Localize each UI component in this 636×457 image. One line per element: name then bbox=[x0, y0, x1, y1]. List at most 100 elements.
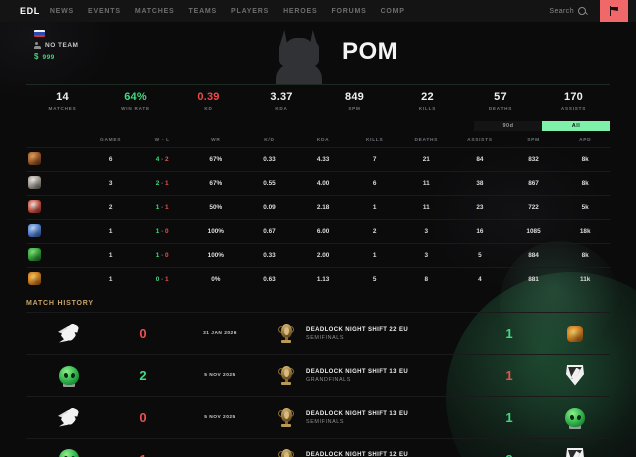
nav-link-news[interactable]: NEWS bbox=[49, 7, 75, 15]
cell-apd: 5k bbox=[560, 195, 610, 220]
player-team-row[interactable]: NO TEAM bbox=[34, 42, 78, 49]
stat-matches: 14 MATCHES bbox=[26, 91, 99, 111]
table-row[interactable]: 2 1 - 1 50% 0.09 2.18 1 11 23 722 5k bbox=[26, 195, 610, 220]
stat-kda-value: 3.37 bbox=[270, 91, 293, 103]
cell-deaths: 8 bbox=[399, 267, 454, 291]
cell-wl: 1 - 1 bbox=[135, 195, 189, 220]
left-score: 2 bbox=[139, 368, 147, 383]
cell-wr: 100% bbox=[189, 219, 243, 244]
match-date: 5 NOV 2025 bbox=[204, 415, 236, 420]
cell-games: 6 bbox=[85, 147, 136, 172]
cell-assists: 16 bbox=[453, 219, 507, 244]
match-event-info: DEADLOCK NIGHT SHIFT 13 EU GRANDFINALS bbox=[306, 369, 478, 383]
nav-link-heroes[interactable]: HEROES bbox=[283, 7, 318, 15]
left-team-logo bbox=[26, 406, 112, 430]
left-team-logo bbox=[26, 364, 112, 388]
russia-flag-icon bbox=[34, 30, 45, 37]
stat-kills-value: 22 bbox=[421, 91, 434, 103]
trophy-icon bbox=[277, 407, 294, 429]
trophy-icon-wrap bbox=[266, 448, 306, 457]
hero-cell bbox=[26, 147, 86, 172]
nav-link-matches[interactable]: MATCHES bbox=[134, 7, 175, 15]
cell-assists: 5 bbox=[453, 243, 507, 268]
match-history-title: MATCH HISTORY bbox=[26, 300, 94, 307]
hero-portrait-2-icon bbox=[28, 176, 41, 189]
table-row[interactable]: 1 1 - 0 100% 0.67 6.00 2 3 16 1085 18k bbox=[26, 219, 610, 244]
cell-deaths: 21 bbox=[399, 147, 454, 172]
col-hero[interactable] bbox=[26, 134, 86, 148]
hero-cell bbox=[26, 267, 86, 291]
cell-apd: 8k bbox=[560, 243, 610, 268]
crest-team-logo-icon bbox=[564, 447, 586, 457]
left-score: 0 bbox=[139, 410, 147, 425]
cell-deaths: 3 bbox=[399, 219, 454, 244]
col-kda[interactable]: KDA bbox=[316, 138, 330, 143]
table-row[interactable]: 1 1 - 0 100% 0.33 2.00 1 3 5 884 8k bbox=[26, 243, 610, 268]
stat-win-rate-value: 64% bbox=[124, 91, 147, 103]
report-flag-button[interactable] bbox=[600, 0, 628, 22]
col-deaths[interactable]: DEATHS bbox=[414, 138, 439, 143]
nav-link-teams[interactable]: TEAMS bbox=[188, 7, 218, 15]
col-apd[interactable]: APD bbox=[579, 138, 592, 143]
stat-kills: 22 KILLS bbox=[391, 91, 464, 111]
col-wl[interactable]: W - L bbox=[154, 138, 170, 143]
cell-spm: 832 bbox=[506, 147, 561, 172]
match-event-info: DEADLOCK NIGHT SHIFT 13 EU SEMIFINALS bbox=[306, 411, 478, 425]
nav-link-events[interactable]: EVENTS bbox=[88, 7, 121, 15]
stat-spm: 849 SPM bbox=[318, 91, 391, 111]
cell-kda: 4.33 bbox=[296, 147, 350, 172]
cell-kd: 0.63 bbox=[242, 267, 297, 291]
cell-spm: 884 bbox=[506, 243, 561, 268]
cell-apd: 18k bbox=[560, 219, 610, 244]
hero-cell bbox=[26, 195, 86, 220]
col-kd[interactable]: K/D bbox=[264, 138, 275, 143]
list-item[interactable]: 2 5 NOV 2025 DEADLOCK NIGHT SHIFT 13 EU … bbox=[26, 354, 610, 396]
top-navigation-bar: EDL NEWS EVENTS MATCHES TEAMS PLAYERS HE… bbox=[0, 0, 636, 22]
table-row[interactable]: 1 0 - 1 0% 0.63 1.13 5 8 4 881 11k bbox=[26, 267, 610, 291]
tab-90d[interactable]: 90d bbox=[474, 121, 542, 131]
crest-team-logo-icon bbox=[564, 364, 586, 388]
nav-link-comp[interactable]: COMP bbox=[380, 7, 405, 15]
list-item[interactable]: 1 29 OCT 2025 DEADLOCK NIGHT SHIFT 12 EU… bbox=[26, 438, 610, 457]
table-row[interactable]: 6 4 - 2 67% 0.33 4.33 7 21 84 832 8k bbox=[26, 147, 610, 172]
list-item[interactable]: 0 5 NOV 2025 DEADLOCK NIGHT SHIFT 13 EU … bbox=[26, 396, 610, 438]
cell-kd: 0.55 bbox=[242, 171, 297, 196]
cell-kda: 4.00 bbox=[296, 171, 350, 196]
hero-portrait-6-icon bbox=[567, 325, 583, 342]
stat-deaths-value: 57 bbox=[494, 91, 507, 103]
player-meta: NO TEAM $ 999 bbox=[34, 30, 78, 65]
left-score: 1 bbox=[112, 452, 174, 457]
player-avatar bbox=[262, 22, 334, 84]
cell-wr: 67% bbox=[189, 171, 243, 196]
col-spm[interactable]: SPM bbox=[527, 138, 540, 143]
nav-link-players[interactable]: PLAYERS bbox=[231, 7, 270, 15]
site-logo[interactable]: EDL bbox=[20, 6, 40, 16]
stat-matches-value: 14 bbox=[56, 91, 69, 103]
alien-team-logo-icon bbox=[564, 406, 586, 430]
col-assists[interactable]: ASSISTS bbox=[467, 138, 493, 143]
match-event-stage: SEMIFINALS bbox=[306, 418, 345, 425]
page-content: NO TEAM $ 999 POM 14 MATCHES bbox=[0, 22, 636, 457]
cell-kills: 1 bbox=[349, 243, 400, 268]
stat-assists-label: ASSISTS bbox=[560, 106, 587, 111]
hero-portrait-6-icon bbox=[28, 272, 41, 285]
nav-link-forums[interactable]: FORUMS bbox=[331, 7, 367, 15]
cell-wr: 50% bbox=[189, 195, 243, 220]
tab-all[interactable]: All bbox=[542, 121, 610, 131]
stat-deaths-label: DEATHS bbox=[488, 106, 513, 111]
cell-games: 1 bbox=[85, 243, 136, 268]
col-games[interactable]: GAMES bbox=[100, 138, 122, 143]
cell-wl: 1 - 0 bbox=[135, 219, 189, 244]
stat-kd: 0.39 KD bbox=[172, 91, 245, 111]
right-team-logo bbox=[540, 447, 610, 457]
player-team-label: NO TEAM bbox=[45, 42, 79, 49]
match-event-info: DEADLOCK NIGHT SHIFT 22 EU SEMIFINALS bbox=[306, 327, 478, 341]
col-kills[interactable]: KILLS bbox=[366, 138, 384, 143]
table-row[interactable]: 3 2 - 1 67% 0.55 4.00 6 11 38 867 8k bbox=[26, 171, 610, 196]
list-item[interactable]: 0 31 JAN 2026 DEADLOCK NIGHT SHIFT 22 EU… bbox=[26, 312, 610, 354]
search-button[interactable]: Search bbox=[549, 7, 600, 15]
match-event-stage: SEMIFINALS bbox=[306, 334, 345, 341]
hero-cell bbox=[26, 243, 86, 268]
trophy-icon bbox=[277, 323, 294, 345]
col-wr[interactable]: WR bbox=[211, 138, 221, 143]
